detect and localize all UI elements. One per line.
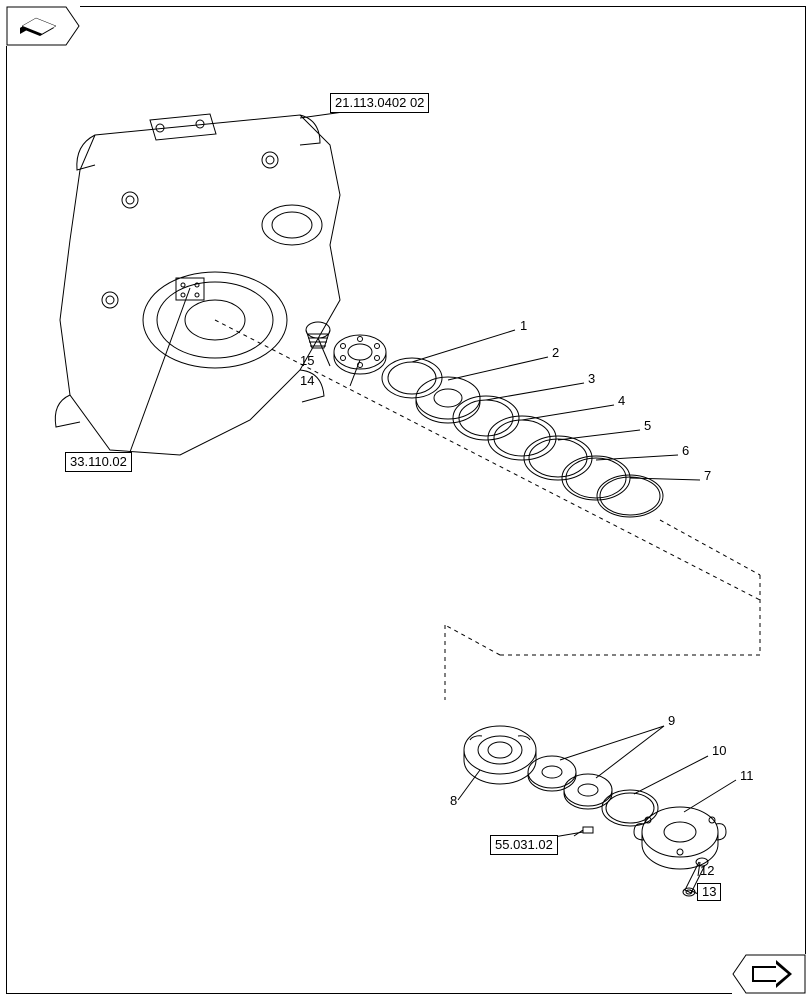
callout-2: 2 <box>552 345 559 360</box>
callout-14: 14 <box>300 373 314 388</box>
callout-15: 15 <box>300 353 314 368</box>
next-arrow-icon[interactable] <box>732 954 806 994</box>
page-frame <box>6 6 806 994</box>
callout-6: 6 <box>682 443 689 458</box>
callout-7: 7 <box>704 468 711 483</box>
ref-top: 21.113.0402 02 <box>330 93 429 113</box>
callout-11: 11 <box>740 768 754 783</box>
callout-12: 12 <box>700 863 714 878</box>
callout-9: 9 <box>668 713 675 728</box>
callout-8: 8 <box>450 793 457 808</box>
callout-10: 10 <box>712 743 726 758</box>
callout-1: 1 <box>520 318 527 333</box>
callout-5: 5 <box>644 418 651 433</box>
callout-3: 3 <box>588 371 595 386</box>
callout-13: 13 <box>697 883 721 901</box>
ref-left: 33.110.02 <box>65 452 132 472</box>
book-icon <box>6 6 80 46</box>
callout-4: 4 <box>618 393 625 408</box>
ref-bottom: 55.031.02 <box>490 835 558 855</box>
